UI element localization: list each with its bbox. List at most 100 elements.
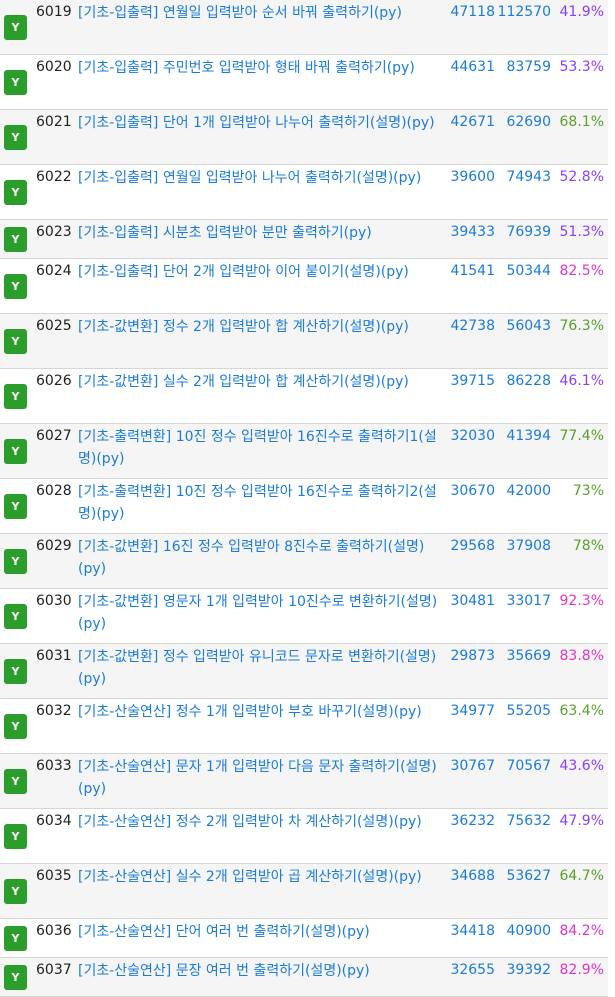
solved-count-link[interactable]: 29568 xyxy=(450,538,495,554)
solved-count-link[interactable]: 34418 xyxy=(450,923,495,939)
submission-count-link[interactable]: 53627 xyxy=(506,868,551,884)
table-row: Y 6029 [기초-값변환] 16진 정수 입력받아 8진수로 출력하기(설명)(… xyxy=(0,534,608,589)
status-cell: Y xyxy=(0,438,36,464)
solved-count-link[interactable]: 30481 xyxy=(450,593,495,609)
problem-title-link[interactable]: [기초-값변환] 16진 정수 입력받아 8진수로 출력하기(설명)(py) xyxy=(78,539,425,577)
submission-count-link[interactable]: 35669 xyxy=(506,648,551,664)
problem-title-link[interactable]: [기초-산술연산] 문자 1개 입력받아 다음 문자 출력하기(설명)(py) xyxy=(78,759,437,797)
accuracy-rate: 43.6% xyxy=(559,758,604,774)
status-cell: Y xyxy=(0,273,36,299)
status-badge: Y xyxy=(4,658,27,684)
accuracy-rate: 51.3% xyxy=(559,224,604,240)
submission-count-link[interactable]: 42000 xyxy=(506,483,551,499)
status-badge: Y xyxy=(4,438,27,464)
problem-title-link[interactable]: [기초-산술연산] 단어 여러 번 출력하기(설명)(py) xyxy=(78,924,370,940)
solved-count-link[interactable]: 34688 xyxy=(450,868,495,884)
submission-count-link[interactable]: 83759 xyxy=(506,59,551,75)
problem-title-link[interactable]: [기초-입출력] 단어 1개 입력받아 나누어 출력하기(설명)(py) xyxy=(78,115,435,131)
problem-title-link[interactable]: [기초-값변환] 정수 입력받아 유니코드 문자로 변환하기(설명)(py) xyxy=(78,649,437,687)
solved-count-link[interactable]: 32655 xyxy=(450,962,495,978)
solved-count-link[interactable]: 47118 xyxy=(450,4,495,20)
table-row: Y 6030 [기초-값변환] 영문자 1개 입력받아 10진수로 변환하기(설명)… xyxy=(0,589,608,644)
status-badge: Y xyxy=(4,273,27,299)
solved-count-link[interactable]: 36232 xyxy=(450,813,495,829)
status-cell: Y xyxy=(0,925,36,951)
problem-title-link[interactable]: [기초-입출력] 단어 2개 입력받아 이어 붙이기(설명)(py) xyxy=(78,264,409,280)
submission-count-link[interactable]: 75632 xyxy=(506,813,551,829)
table-row: Y 6027 [기초-출력변환] 10진 정수 입력받아 16진수로 출력하기1(설… xyxy=(0,424,608,479)
problem-id: 6026 xyxy=(36,373,72,389)
solved-count-link[interactable]: 41541 xyxy=(450,263,495,279)
problem-title-link[interactable]: [기초-출력변환] 10진 정수 입력받아 16진수로 출력하기2(설명)(py… xyxy=(78,484,437,522)
status-badge: Y xyxy=(4,548,27,574)
problem-title-link[interactable]: [기초-산술연산] 정수 1개 입력받아 부호 바꾸기(설명)(py) xyxy=(78,704,422,720)
problem-id: 6027 xyxy=(36,428,72,444)
submission-count-link[interactable]: 40900 xyxy=(506,923,551,939)
solved-count-link[interactable]: 42671 xyxy=(450,114,495,130)
status-cell: Y xyxy=(0,713,36,739)
problem-title-link[interactable]: [기초-산술연산] 정수 2개 입력받아 차 계산하기(설명)(py) xyxy=(78,814,422,830)
status-cell: Y xyxy=(0,878,36,904)
problem-id: 6030 xyxy=(36,593,72,609)
submission-count-link[interactable]: 41394 xyxy=(506,428,551,444)
submission-count-link[interactable]: 39392 xyxy=(506,962,551,978)
solved-count-link[interactable]: 30767 xyxy=(450,758,495,774)
solved-count-link[interactable]: 39600 xyxy=(450,169,495,185)
solved-count-link[interactable]: 44631 xyxy=(450,59,495,75)
solved-count-link[interactable]: 42738 xyxy=(450,318,495,334)
problem-title-link[interactable]: [기초-입출력] 시분초 입력받아 분만 출력하기(py) xyxy=(78,225,372,241)
table-row: Y 6024 [기초-입출력] 단어 2개 입력받아 이어 붙이기(설명)(py) 4… xyxy=(0,259,608,314)
solved-count-link[interactable]: 29873 xyxy=(450,648,495,664)
problem-id: 6024 xyxy=(36,263,72,279)
status-badge: Y xyxy=(4,878,27,904)
status-cell: Y xyxy=(0,328,36,354)
submission-count-link[interactable]: 74943 xyxy=(506,169,551,185)
status-badge: Y xyxy=(4,768,27,794)
accuracy-rate: 47.9% xyxy=(559,813,604,829)
table-row: Y 6028 [기초-출력변환] 10진 정수 입력받아 16진수로 출력하기2(설… xyxy=(0,479,608,534)
submission-count-link[interactable]: 70567 xyxy=(506,758,551,774)
status-badge: Y xyxy=(4,964,27,990)
problem-title-link[interactable]: [기초-산술연산] 문장 여러 번 출력하기(설명)(py) xyxy=(78,963,370,979)
table-row: Y 6023 [기초-입출력] 시분초 입력받아 분만 출력하기(py) 39433 7… xyxy=(0,220,608,259)
problem-title-link[interactable]: [기초-입출력] 연월일 입력받아 순서 바꿔 출력하기(py) xyxy=(78,5,402,21)
solved-count-link[interactable]: 32030 xyxy=(450,428,495,444)
status-badge: Y xyxy=(4,328,27,354)
submission-count-link[interactable]: 76939 xyxy=(506,224,551,240)
table-row: Y 6034 [기초-산술연산] 정수 2개 입력받아 차 계산하기(설명)(py)… xyxy=(0,809,608,864)
submission-count-link[interactable]: 56043 xyxy=(506,318,551,334)
problem-title-link[interactable]: [기초-입출력] 주민번호 입력받아 형태 바꿔 출력하기(py) xyxy=(78,60,415,76)
accuracy-rate: 73% xyxy=(572,483,604,499)
table-row: Y 6032 [기초-산술연산] 정수 1개 입력받아 부호 바꾸기(설명)(py)… xyxy=(0,699,608,754)
status-badge: Y xyxy=(4,226,27,252)
problem-id: 6036 xyxy=(36,923,72,939)
problem-title-link[interactable]: [기초-값변환] 정수 2개 입력받아 합 계산하기(설명)(py) xyxy=(78,319,409,335)
problem-id: 6031 xyxy=(36,648,72,664)
problem-title-link[interactable]: [기초-출력변환] 10진 정수 입력받아 16진수로 출력하기1(설명)(py… xyxy=(78,429,437,467)
accuracy-rate: 41.9% xyxy=(559,4,604,20)
table-row: Y 6019 [기초-입출력] 연월일 입력받아 순서 바꿔 출력하기(py) 471… xyxy=(0,0,608,55)
problem-title-link[interactable]: [기초-산술연산] 실수 2개 입력받아 곱 계산하기(설명)(py) xyxy=(78,869,422,885)
submission-count-link[interactable]: 62690 xyxy=(506,114,551,130)
submission-count-link[interactable]: 55205 xyxy=(506,703,551,719)
problem-id: 6034 xyxy=(36,813,72,829)
problem-title-link[interactable]: [기초-입출력] 연월일 입력받아 나누어 출력하기(설명)(py) xyxy=(78,170,422,186)
status-cell: Y xyxy=(0,823,36,849)
table-row: Y 6031 [기초-값변환] 정수 입력받아 유니코드 문자로 변환하기(설명)(… xyxy=(0,644,608,699)
solved-count-link[interactable]: 30670 xyxy=(450,483,495,499)
submission-count-link[interactable]: 37908 xyxy=(506,538,551,554)
accuracy-rate: 84.2% xyxy=(559,923,604,939)
submission-count-link[interactable]: 112570 xyxy=(497,4,551,20)
submission-count-link[interactable]: 86228 xyxy=(506,373,551,389)
problem-id: 6023 xyxy=(36,224,72,240)
problem-title-link[interactable]: [기초-값변환] 영문자 1개 입력받아 10진수로 변환하기(설명)(py) xyxy=(78,594,438,632)
solved-count-link[interactable]: 39433 xyxy=(450,224,495,240)
status-badge: Y xyxy=(4,603,27,629)
problem-title-link[interactable]: [기초-값변환] 실수 2개 입력받아 합 계산하기(설명)(py) xyxy=(78,374,409,390)
submission-count-link[interactable]: 50344 xyxy=(506,263,551,279)
table-row: Y 6033 [기초-산술연산] 문자 1개 입력받아 다음 문자 출력하기(설명)… xyxy=(0,754,608,809)
submission-count-link[interactable]: 33017 xyxy=(506,593,551,609)
solved-count-link[interactable]: 39715 xyxy=(450,373,495,389)
solved-count-link[interactable]: 34977 xyxy=(450,703,495,719)
